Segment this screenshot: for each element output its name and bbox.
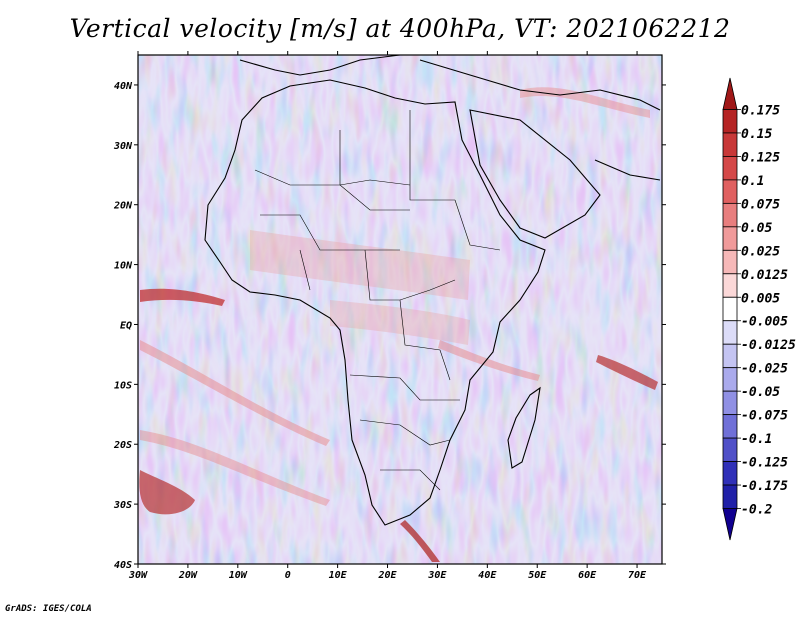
colorbar-bottom-arrow [722, 508, 738, 541]
lon-tick-label: 10W [229, 570, 248, 581]
colorbar-segment [722, 343, 738, 369]
lat-tick-label: 30S [113, 500, 132, 511]
colorbar-segment [722, 249, 738, 275]
lon-tick-label: 10E [329, 570, 348, 581]
map-title: Vertical velocity [m/s] at 400hPa, VT: 2… [69, 14, 731, 43]
lat-tick-label: 40S [114, 560, 132, 571]
lon-tick-label: 20E [377, 570, 397, 581]
velocity-field [138, 55, 662, 564]
colorbar-label: 0.125 [741, 150, 780, 165]
lat-tick-label: 30N [113, 141, 133, 152]
lat-tick-label: EQ [120, 320, 132, 331]
country-borders [254, 110, 501, 491]
colorbar-label: -0.1 [741, 432, 772, 447]
lon-tick-label: 50E [528, 570, 547, 581]
colorbar-label: -0.005 [741, 315, 788, 330]
latitude-axis: 40N 30N 20N 10N EQ 10S 20S 30S 40S [113, 81, 666, 571]
colorbar-segment [722, 367, 738, 392]
lat-tick-label: 40N [114, 81, 133, 92]
colorbar-segment [722, 226, 738, 251]
lat-tick-label: 20S [113, 440, 132, 451]
lon-tick-label: 30W [128, 570, 148, 581]
lon-tick-label: 20W [178, 570, 198, 581]
colorbar-segment [722, 414, 738, 439]
colorbar-label: -0.075 [741, 409, 788, 424]
colorbar-label: -0.2 [741, 503, 772, 518]
colorbar-label: 0.005 [741, 291, 780, 306]
colorbar-segment [722, 179, 738, 204]
colorbar-segment [722, 109, 738, 134]
colorbar-label: 0.0125 [741, 268, 788, 283]
lat-tick-label: 10S [114, 380, 132, 391]
colorbar-label: -0.175 [741, 479, 788, 494]
colorbar-segment [722, 390, 738, 416]
colorbar: 0.175 0.15 0.125 0.1 0.075 0.05 0.025 0.0125 0.0… [722, 77, 796, 541]
colorbar-segment [722, 461, 738, 486]
colorbar-label: 0.1 [741, 174, 764, 189]
colorbar-segment [722, 437, 738, 462]
lon-tick-label: 40E [478, 570, 497, 581]
colorbar-label: 0.075 [741, 197, 780, 212]
colorbar-label: -0.025 [741, 362, 788, 377]
coastlines [204, 55, 661, 526]
lon-tick-label: 70E [628, 570, 647, 581]
colorbar-segment [722, 484, 738, 509]
colorbar-label: 0.175 [741, 103, 780, 118]
lat-tick-label: 20N [113, 201, 133, 212]
colorbar-label: -0.0125 [741, 338, 796, 353]
lon-tick-label: 60E [578, 570, 597, 581]
colorbar-segment [722, 296, 738, 322]
colorbar-label: 0.15 [741, 127, 772, 142]
colorbar-segment [722, 156, 738, 181]
longitude-axis: 30W 20W 10W 0 10E 20E 30E 40E 50E 60E 70E [128, 51, 647, 581]
map-frame [137, 54, 663, 565]
lon-tick-label: 0 [285, 570, 291, 581]
colorbar-segment [722, 132, 738, 157]
colorbar-top-arrow [722, 77, 738, 110]
lon-tick-label: 30E [427, 570, 447, 581]
colorbar-label: 0.025 [741, 244, 780, 259]
colorbar-segment [722, 273, 738, 298]
colorbar-label: -0.125 [741, 456, 788, 471]
colorbar-label: 0.05 [741, 221, 772, 236]
lat-tick-label: 10N [114, 261, 133, 272]
colorbar-segment [722, 320, 738, 345]
colorbar-label: -0.05 [741, 385, 780, 400]
credit-label: GrADS: IGES/COLA [5, 604, 92, 614]
colorbar-segment [722, 202, 738, 228]
